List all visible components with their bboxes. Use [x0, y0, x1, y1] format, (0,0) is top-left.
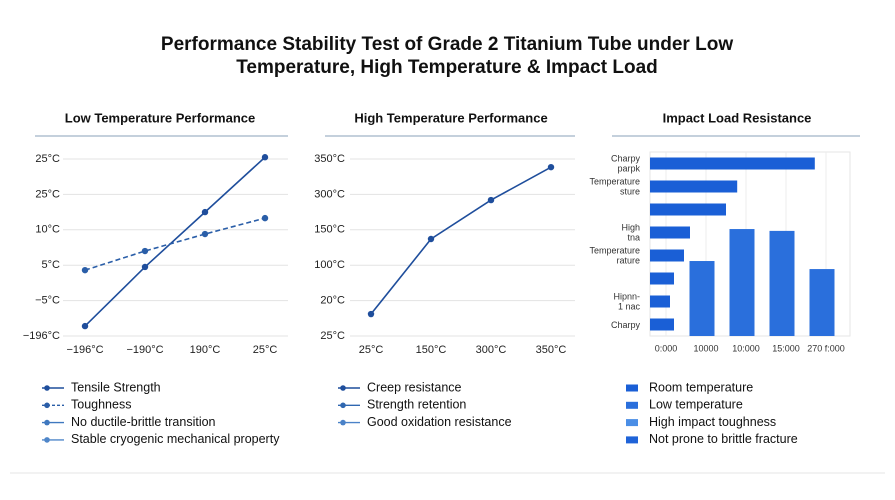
bar [650, 249, 684, 262]
y-tick-label: 100°C [314, 259, 345, 271]
legend-label: Not prone to brittle fracture [649, 432, 798, 446]
legend-dot [340, 385, 346, 391]
legend-label: No ductile-brittle transition [71, 415, 216, 429]
y-tick-label: Hipnn-1 nac [613, 292, 640, 312]
legend-swatch [626, 436, 638, 444]
legend-label: Toughness [71, 398, 131, 412]
bar [650, 203, 726, 216]
y-tick-label: 150°C [314, 224, 345, 236]
data-point [487, 196, 495, 204]
legend-dot [44, 419, 50, 426]
legend-swatch [626, 419, 638, 427]
legend-swatch [626, 401, 638, 409]
column [809, 269, 835, 336]
bar [650, 295, 670, 308]
y-tick-label: 350°C [314, 153, 345, 165]
series-line [370, 166, 552, 315]
legend-label: High impact toughness [649, 415, 776, 429]
y-tick-label: 5°C [42, 259, 61, 271]
y-tick-label: Temperature rature [589, 246, 640, 266]
column [769, 230, 795, 336]
y-tick-label: 300°C [314, 188, 345, 200]
data-point [141, 263, 149, 271]
legend-label: Room temperature [649, 380, 753, 394]
column [729, 229, 755, 336]
bar [650, 318, 674, 331]
data-point [141, 247, 149, 255]
x-tick-label: 10000 [693, 343, 718, 353]
data-point [201, 208, 209, 216]
y-tick-label: 20°C [320, 295, 345, 307]
chart-title: Impact Load Resistance [663, 110, 812, 125]
x-tick-label: −196°C [66, 344, 103, 356]
chart-title: High Temperature Performance [354, 110, 547, 125]
y-tick-label: High tna [621, 223, 640, 243]
legend-dot [44, 385, 50, 391]
y-tick-label: 25°C [35, 188, 60, 200]
x-tick-label: 300°C [476, 344, 507, 356]
y-tick-label: 10°C [35, 224, 60, 236]
legend-swatch [626, 384, 638, 392]
x-tick-label: 190°C [190, 344, 221, 356]
x-tick-label: 25°C [359, 344, 384, 356]
series-line [84, 217, 266, 271]
x-tick-label: −190°C [126, 344, 163, 356]
legend-label: Stable cryogenic mechanical property [71, 432, 280, 446]
chart-title: Low Temperature Performance [65, 110, 255, 125]
legend-label: Good oxidation resistance [367, 415, 512, 429]
legend-label: Tensile Strength [71, 380, 161, 394]
x-tick-label: 25°C [253, 344, 278, 356]
legend-label: Strength retention [367, 398, 466, 412]
legend-label: Creep resistance [367, 380, 462, 394]
y-tick-label: Temperature sture [589, 177, 640, 197]
legend-dot [44, 402, 50, 409]
bar [650, 157, 815, 170]
bar [650, 272, 674, 285]
series-line [84, 156, 266, 327]
column [689, 261, 715, 336]
data-point [201, 230, 209, 238]
page-title: Temperature, High Temperature & Impact L… [236, 57, 658, 78]
y-tick-label: Charpy parpk [611, 154, 641, 174]
data-point [261, 214, 269, 222]
bar [650, 226, 690, 239]
x-tick-label: 270 f:000 [807, 343, 845, 353]
legend-dot [340, 402, 346, 409]
data-point [81, 322, 89, 330]
page-title: Performance Stability Test of Grade 2 Ti… [161, 34, 733, 55]
y-tick-label: 25°C [320, 330, 345, 342]
x-tick-label: 350°C [536, 344, 567, 356]
data-point [547, 163, 555, 171]
x-tick-label: 0:000 [655, 343, 678, 353]
y-tick-label: −196°C [23, 330, 60, 342]
data-point [367, 310, 375, 318]
data-point [261, 154, 269, 161]
legend-dot [340, 419, 346, 426]
legend-label: Low temperature [649, 398, 743, 412]
legend-dot [44, 437, 50, 443]
x-tick-label: 150°C [416, 344, 447, 356]
bar [650, 180, 738, 193]
x-tick-label: 10:000 [732, 343, 760, 353]
data-point [427, 235, 435, 243]
data-point [81, 266, 89, 274]
y-tick-label: Charpy [611, 320, 641, 330]
y-tick-label: −5°C [35, 295, 60, 307]
x-tick-label: 15:000 [772, 343, 800, 353]
y-tick-label: 25°C [35, 153, 60, 165]
